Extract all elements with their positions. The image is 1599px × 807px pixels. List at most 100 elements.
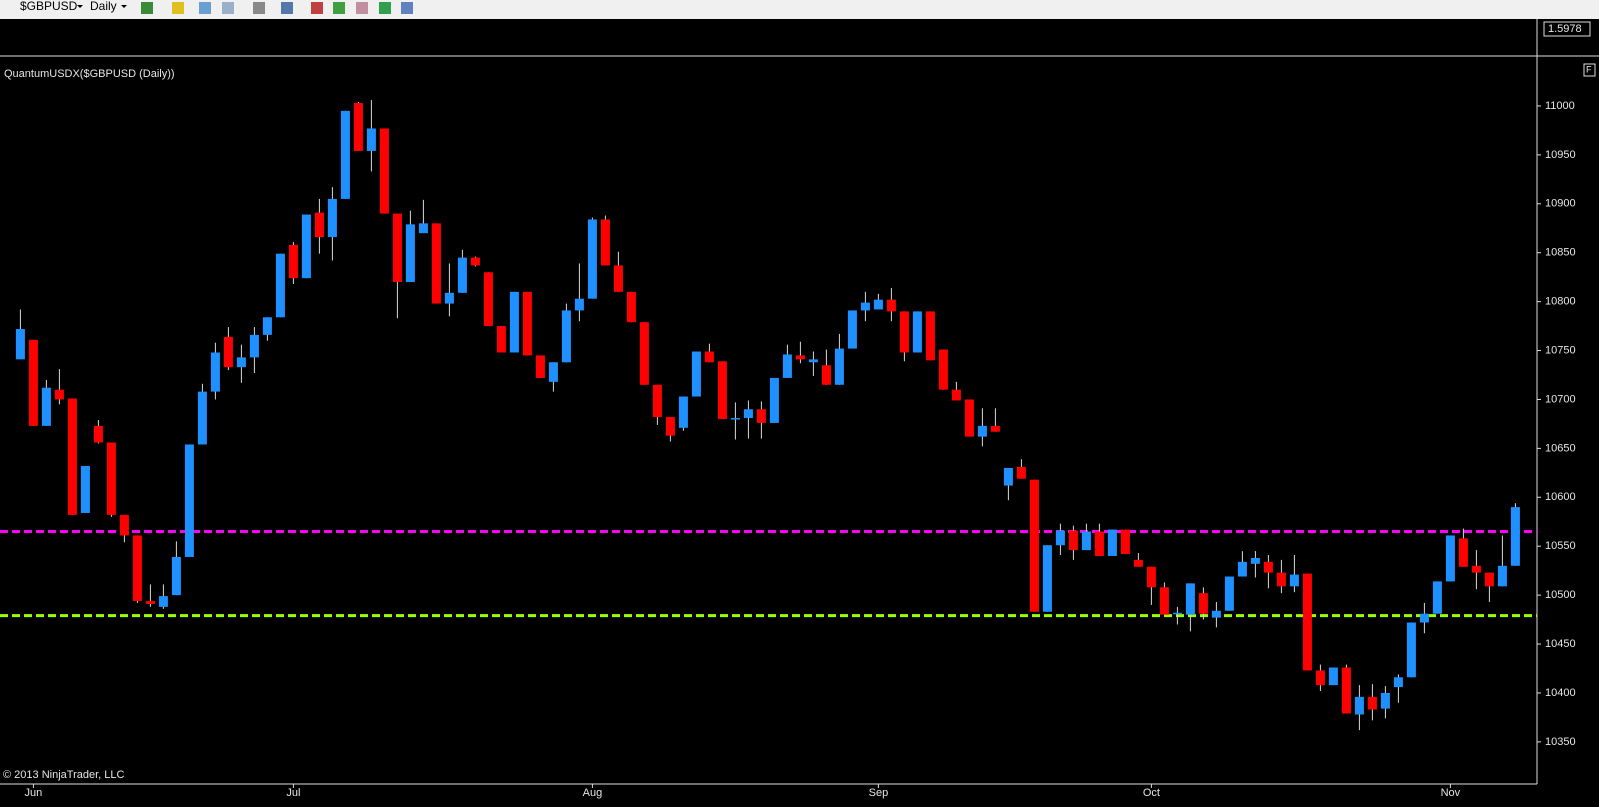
candle-body — [847, 310, 857, 349]
candle-body — [704, 351, 714, 363]
candle-body — [1315, 670, 1325, 686]
candle-body — [236, 357, 246, 368]
data-box-icon[interactable] — [281, 2, 293, 14]
candle-body — [769, 377, 779, 423]
candle-body — [1016, 466, 1026, 479]
y-tick-label: 10400 — [1545, 687, 1576, 699]
order-icon[interactable] — [379, 2, 391, 14]
candle-body — [262, 317, 272, 335]
candle-body — [1185, 583, 1195, 615]
candle-body — [379, 128, 389, 214]
candle-body — [457, 257, 467, 293]
interval-selector[interactable]: Daily — [90, 0, 117, 13]
strategies-icon[interactable] — [333, 2, 345, 14]
candle-body — [561, 310, 571, 363]
candle-body — [951, 389, 961, 401]
candle-body — [1107, 529, 1117, 556]
candle-body — [912, 311, 922, 353]
indicators-icon[interactable] — [311, 2, 323, 14]
x-tick-label: Oct — [1143, 787, 1160, 799]
y-tick-label: 10850 — [1545, 247, 1576, 259]
candle-body — [613, 265, 623, 292]
y-tick-label: 10650 — [1545, 442, 1576, 454]
candle-body — [1354, 696, 1364, 715]
chart-style-icon[interactable] — [141, 2, 153, 14]
candle-body — [1224, 576, 1234, 611]
candle-body — [1393, 677, 1403, 688]
y-tick-label: 10950 — [1545, 149, 1576, 161]
candle-body — [1146, 566, 1156, 588]
copyright: © 2013 NinjaTrader, LLC — [3, 769, 124, 781]
zoom-out-icon[interactable] — [222, 2, 234, 14]
candle-body — [587, 219, 597, 299]
candle-body — [691, 351, 701, 397]
candle-body — [41, 387, 51, 426]
toolbar: $GBPUSD Daily — [0, 0, 1599, 19]
candle-body — [1211, 610, 1221, 618]
candle-body — [418, 223, 428, 234]
candle-body — [639, 322, 649, 385]
dropdown-arrow[interactable] — [77, 5, 83, 8]
candle-body — [795, 355, 805, 360]
panel-flag-box[interactable] — [1583, 63, 1596, 77]
candle-body — [1380, 692, 1390, 709]
candle-body — [522, 291, 532, 356]
candle-body — [899, 311, 909, 353]
candle-body — [327, 198, 337, 238]
y-tick-label: 10350 — [1545, 736, 1576, 748]
candle-body — [834, 348, 844, 385]
candle-body — [743, 409, 753, 419]
candle-body — [1276, 572, 1286, 587]
candle-body — [93, 425, 103, 443]
candle-body — [1120, 529, 1130, 555]
candle-body — [964, 399, 974, 437]
dropdown-arrow[interactable] — [121, 5, 127, 8]
candle-body — [535, 355, 545, 378]
y-tick-label: 10900 — [1545, 198, 1576, 210]
candle-body — [353, 103, 363, 151]
candle-body — [249, 334, 259, 358]
candle-body — [1237, 561, 1247, 577]
candle-body — [301, 214, 311, 279]
candle-body — [1432, 581, 1442, 614]
pointer-icon[interactable] — [253, 2, 265, 14]
candle-body — [1471, 565, 1481, 573]
symbol-selector[interactable]: $GBPUSD — [20, 0, 78, 13]
candle-body — [288, 244, 298, 279]
candle-body — [1003, 467, 1013, 486]
candle-body — [1133, 559, 1143, 567]
draw-icon[interactable] — [172, 2, 184, 14]
candle-body — [1302, 573, 1312, 671]
candle-body — [67, 398, 77, 515]
x-tick-label: Nov — [1441, 787, 1461, 799]
y-tick-label: 11000 — [1545, 100, 1575, 112]
candle-body — [886, 299, 896, 312]
x-tick-label: Aug — [583, 787, 603, 799]
templates-icon[interactable] — [401, 2, 413, 14]
candle-body — [483, 272, 493, 327]
price-marker-box — [1543, 21, 1591, 37]
y-tick-label: 10700 — [1545, 393, 1576, 405]
candle-body — [314, 212, 324, 238]
candle-body — [171, 556, 181, 596]
candle-body — [756, 409, 766, 423]
candle-body — [678, 396, 688, 428]
candle-body — [938, 349, 948, 390]
candle-body — [821, 365, 831, 385]
panel-flag[interactable]: F — [1586, 64, 1592, 74]
candle-body — [54, 389, 64, 400]
candle-body — [158, 596, 168, 607]
properties-icon[interactable] — [356, 2, 368, 14]
y-tick-label: 10550 — [1545, 540, 1576, 552]
candle-body — [1328, 667, 1338, 686]
zoom-in-icon[interactable] — [199, 2, 211, 14]
candle-body — [717, 361, 727, 420]
candle-body — [1289, 574, 1299, 587]
candle-body — [340, 110, 350, 199]
y-tick-label: 10450 — [1545, 638, 1576, 650]
candle-body — [808, 359, 818, 363]
candle-body — [28, 339, 38, 426]
candle-body — [1055, 530, 1065, 546]
candle-body — [1029, 479, 1039, 612]
